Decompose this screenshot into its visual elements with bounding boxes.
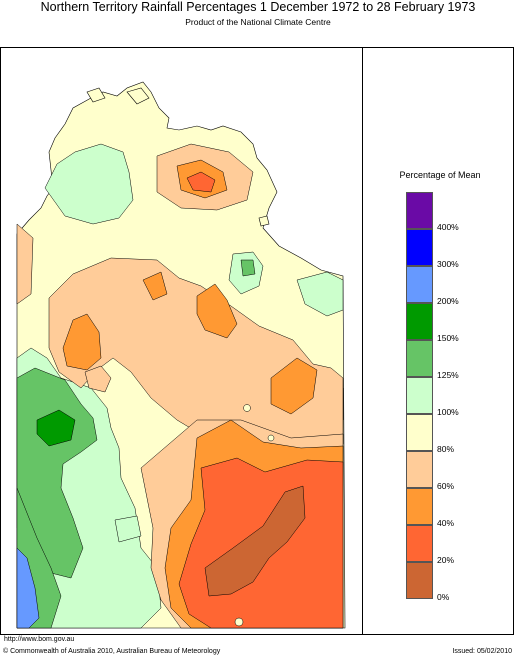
legend-swatch [406, 340, 433, 377]
copyright-text: © Commonwealth of Australia 2010, Austra… [3, 648, 221, 655]
legend-swatch [406, 303, 433, 340]
legend-swatch [406, 414, 433, 451]
legend-swatch [406, 229, 433, 266]
source-url: http://www.bom.gov.au [4, 636, 75, 643]
legend-tick-label: 100% [437, 407, 459, 417]
legend-tick-label: 20% [437, 555, 455, 565]
legend-swatch [406, 451, 433, 488]
legend-tick-label: 60% [437, 481, 455, 491]
map-title: Northern Territory Rainfall Percentages … [40, 0, 476, 14]
rainfall-map [1, 48, 362, 634]
issued-date: Issued: 05/02/2010 [452, 648, 512, 655]
legend-swatch [406, 377, 433, 414]
map-subtitle: Product of the National Climate Centre [185, 17, 331, 27]
legend-swatch [406, 192, 433, 229]
legend-tick-label: 200% [437, 296, 459, 306]
legend-swatch [406, 488, 433, 525]
legend-tick-label: 400% [437, 222, 459, 232]
panel-divider [362, 47, 363, 635]
legend-swatch [406, 562, 433, 599]
map-frame [0, 47, 514, 635]
legend-tick-label: 150% [437, 333, 459, 343]
legend-tick-label: 40% [437, 518, 455, 528]
legend-swatch [406, 525, 433, 562]
legend-tick-label: 300% [437, 259, 459, 269]
legend-tick-label: 125% [437, 370, 459, 380]
legend-title: Percentage of Mean [399, 170, 481, 180]
legend-tick-label: 0% [437, 592, 450, 602]
legend-tick-label: 80% [437, 444, 455, 454]
legend-swatch [406, 266, 433, 303]
